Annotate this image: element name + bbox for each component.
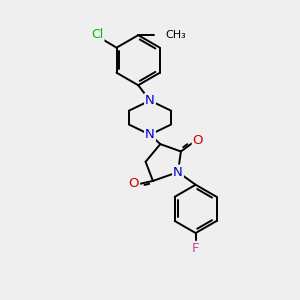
- Text: Cl: Cl: [91, 28, 104, 41]
- Text: N: N: [173, 166, 183, 178]
- Text: CH₃: CH₃: [166, 30, 186, 40]
- Text: F: F: [192, 242, 200, 255]
- Text: O: O: [129, 177, 139, 190]
- Text: N: N: [145, 128, 155, 141]
- Text: O: O: [193, 134, 203, 147]
- Text: N: N: [145, 94, 155, 107]
